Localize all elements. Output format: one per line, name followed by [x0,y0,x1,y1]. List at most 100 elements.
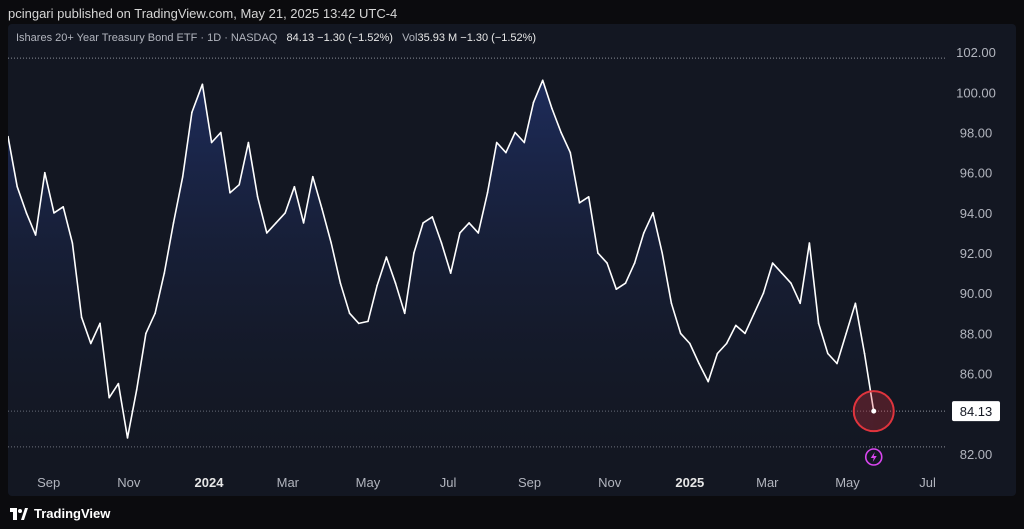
data-point [71,242,74,244]
publish-line: pcingari published on TradingView.com, M… [8,6,398,21]
data-point [661,252,664,254]
data-point [135,388,138,391]
data-point [191,111,193,114]
data-point [468,222,470,224]
price-tag-box [952,401,1000,422]
data-point [172,222,175,224]
x-tick-label: May [835,475,860,490]
data-point [725,342,728,345]
data-point [293,185,296,188]
y-axis: 82.0084.0086.0088.0090.0092.0094.0096.00… [956,45,996,462]
data-point [523,141,526,144]
data-point [560,131,562,134]
data-point [247,141,250,144]
data-point [25,212,28,214]
last-price-tag: 84.13 [952,401,1000,422]
price-chart[interactable]: 82.0084.0086.0088.0090.0092.0094.0096.00… [8,24,1016,496]
data-point [587,195,590,198]
data-point [762,292,765,295]
data-point [62,206,64,208]
data-point [210,141,213,144]
data-point [394,282,397,284]
data-point [431,216,434,218]
data-point [80,316,83,319]
data-point [330,242,332,244]
data-point [541,79,544,82]
data-point [284,212,286,214]
data-point [311,175,314,178]
data-point [633,262,636,264]
data-point [689,342,691,345]
data-point [201,83,204,86]
x-tick-label: Sep [518,475,541,490]
data-point [863,352,866,355]
y-tick-label: 92.00 [960,246,993,261]
data-point [275,222,277,224]
flash-icon-bolt [870,452,877,462]
y-tick-label: 82.00 [960,447,993,462]
data-point [89,342,92,345]
data-point [238,183,241,186]
x-axis: Sep Nov 2024 Mar May Jul Sep Nov 2025 Mar May Jul [37,475,936,490]
last-price: 84.13 [286,32,315,44]
data-point [799,302,801,305]
data-point [624,282,627,284]
data-point [220,131,222,134]
y-tick-label: 86.00 [960,367,993,382]
data-point [181,175,184,178]
y-tick-label: 100.00 [956,85,996,100]
x-tick-label: Nov [598,475,622,490]
data-point [597,252,599,254]
x-tick-label: 2025 [675,475,704,490]
data-point [643,232,645,234]
y-tick-label: 98.00 [960,125,993,140]
data-point [826,352,829,355]
data-point [126,437,129,439]
data-point [43,171,46,174]
data-point [744,332,746,335]
data-point [679,332,682,335]
data-point [413,252,415,254]
data-point [256,195,259,198]
data-point [532,101,535,104]
data-point [514,131,516,134]
data-point [449,272,452,274]
data-point [422,222,424,224]
flash-icon[interactable] [864,448,883,466]
data-point [440,242,443,244]
data-point [495,141,498,144]
x-tick-label: May [356,475,381,490]
data-point [606,262,608,264]
y-tick-label: 94.00 [960,206,993,221]
data-point [735,324,737,327]
flash-icon-ring [864,448,883,466]
data-point [771,262,774,264]
data-point [163,272,166,274]
price-area [8,80,874,465]
data-point [339,282,342,284]
price-change: −1.30 (−1.52%) [317,32,393,44]
data-point [34,234,37,236]
data-point [845,332,847,335]
volume-change: −1.30 (−1.52%) [460,32,537,44]
data-points [8,79,875,439]
x-tick-label: Jul [919,475,936,490]
data-point [486,191,489,194]
brand-name[interactable]: TradingView [34,506,111,521]
data-point [817,322,820,325]
data-point [229,191,231,194]
data-point [385,256,388,258]
symbol-name[interactable]: Ishares 20+ Year Treasury Bond ETF · 1D … [16,32,278,44]
data-point [477,232,480,234]
data-point [376,284,378,286]
data-point [790,282,792,284]
y-tick-label: 96.00 [960,166,993,181]
data-point [670,302,673,305]
footer: TradingView [10,506,110,521]
data-point [652,212,654,214]
data-point [16,185,18,188]
data-point [854,302,857,305]
chart-panel: 82.0084.0086.0088.0090.0092.0094.0096.00… [8,24,1016,496]
data-point [302,222,305,224]
